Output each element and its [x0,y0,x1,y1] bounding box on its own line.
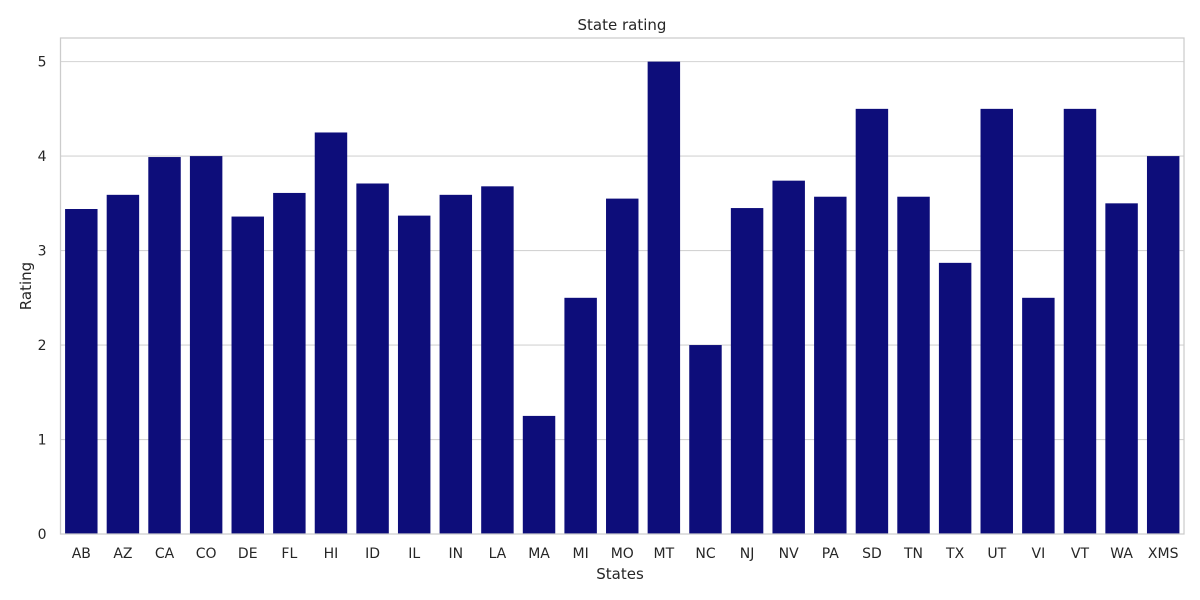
bar-ma [522,415,556,534]
y-axis-label: Rating [17,262,35,310]
bar-az [106,194,140,534]
x-tick-label-nc: NC [695,546,715,562]
bar-nc [689,345,722,534]
x-tick-label-tx: TX [945,546,965,562]
y-tick-label: 1 [38,433,47,449]
bar-id [356,183,389,534]
bar-vt [1063,108,1097,534]
x-tick-label-ab: AB [72,546,91,562]
x-tick-label-nv: NV [779,546,799,562]
x-tick-label-id: ID [365,546,380,562]
bar-layer [65,61,1180,535]
y-tick-label: 4 [38,149,47,165]
bar-il [397,215,431,534]
x-tick-label-sd: SD [862,546,882,562]
x-tick-label-la: LA [489,546,507,562]
bar-la [481,186,514,534]
bar-ab [65,209,98,535]
bar-mo [606,198,639,534]
x-tick-label-mt: MT [654,546,675,562]
x-tick-label-co: CO [196,546,217,562]
bar-pa [814,196,847,534]
x-tick-label-tn: TN [903,546,923,562]
x-tick-label-hi: HI [324,546,339,562]
bar-sd [855,108,889,534]
x-tick-label-mo: MO [611,546,634,562]
x-tick-label-vt: VT [1071,546,1090,562]
bar-in [439,194,473,534]
x-tick-label-de: DE [238,546,258,562]
y-tick-label: 0 [38,527,47,543]
x-axis-label: States [596,565,644,583]
y-tick-label: 3 [38,244,47,260]
x-tick-label-pa: PA [822,546,840,562]
x-tick-label-in: IN [449,546,464,562]
bar-nv [772,180,805,534]
bar-nj [730,208,764,535]
x-tick-label-wa: WA [1110,546,1133,562]
bar-vi [1022,297,1055,534]
y-tick-label: 5 [38,55,47,71]
bar-co [189,156,223,534]
bar-hi [314,132,348,534]
x-tick-labels: AB AZ CA CO DE FL HI ID IL IN LA MA MI MO MT NC NJ NV PA SD… [72,546,1179,562]
x-tick-label-vi: VI [1032,546,1046,562]
bar-xms [1146,156,1180,534]
y-tick-labels: 0 1 2 3 4 5 [38,55,47,543]
y-tick-label: 2 [38,338,47,354]
x-tick-label-az: AZ [113,546,132,562]
bar-mi [564,297,597,534]
bar-fl [273,192,306,534]
chart-title: State rating [578,16,667,34]
x-tick-label-ut: UT [987,546,1006,562]
x-tick-label-mi: MI [573,546,589,562]
x-tick-label-nj: NJ [740,546,755,562]
x-tick-label-fl: FL [281,546,297,562]
bar-de [231,216,264,534]
x-tick-label-ca: CA [155,546,175,562]
bar-ca [148,157,181,535]
x-tick-label-ma: MA [528,546,550,562]
bar-tn [897,196,930,534]
plot-frame [59,37,1185,535]
bar-mt [647,61,681,534]
x-tick-label-il: IL [408,546,420,562]
bar-tx [938,262,972,534]
bar-wa [1105,203,1138,535]
x-tick-label-xms: XMS [1148,546,1179,562]
bar-ut [980,108,1013,534]
